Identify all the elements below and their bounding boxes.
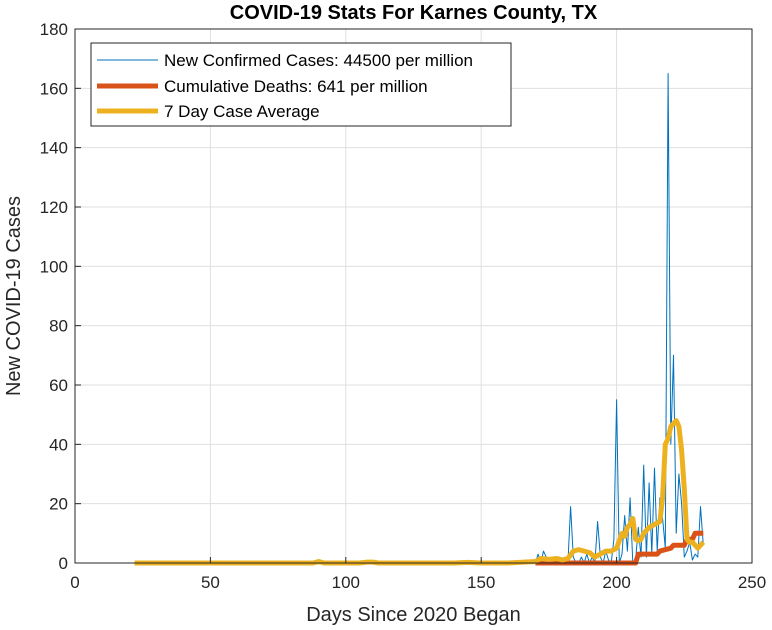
y-tick-label: 160 [40, 79, 68, 98]
y-tick-label: 100 [40, 257, 68, 276]
x-axis-label: Days Since 2020 Began [306, 604, 521, 626]
y-tick-label: 180 [40, 20, 68, 39]
series-7-day-average [134, 418, 706, 566]
y-tick-label: 60 [49, 376, 68, 395]
legend: New Confirmed Cases: 44500 per million C… [90, 42, 512, 127]
y-tick-label: 80 [49, 317, 68, 336]
y-tick-label: 20 [49, 495, 68, 514]
legend-label-7day-average: 7 Day Case Average [164, 102, 320, 121]
y-tick-label: 0 [59, 554, 68, 573]
plot-frame [74, 28, 753, 564]
axis-ticks: 0 50 100 150 200 250 0 20 40 60 80 100 120 140 160 180 [40, 20, 767, 592]
legend-label-deaths: Cumulative Deaths: 641 per million [164, 77, 428, 96]
x-tick-label: 0 [70, 573, 79, 592]
y-tick-label: 120 [40, 198, 68, 217]
x-tick-label: 50 [201, 573, 220, 592]
x-tick-label: 100 [332, 573, 360, 592]
x-tick-label: 250 [738, 573, 766, 592]
legend-box [90, 42, 512, 127]
x-tick-label: 150 [467, 573, 495, 592]
x-tick-label: 200 [602, 573, 630, 592]
y-axis-label: New COVID-19 Cases [3, 196, 25, 396]
y-tick-label: 40 [49, 435, 68, 454]
legend-label-new-cases: New Confirmed Cases: 44500 per million [164, 51, 473, 70]
y-tick-label: 140 [40, 139, 68, 158]
chart-title: COVID-19 Stats For Karnes County, TX [230, 2, 598, 24]
